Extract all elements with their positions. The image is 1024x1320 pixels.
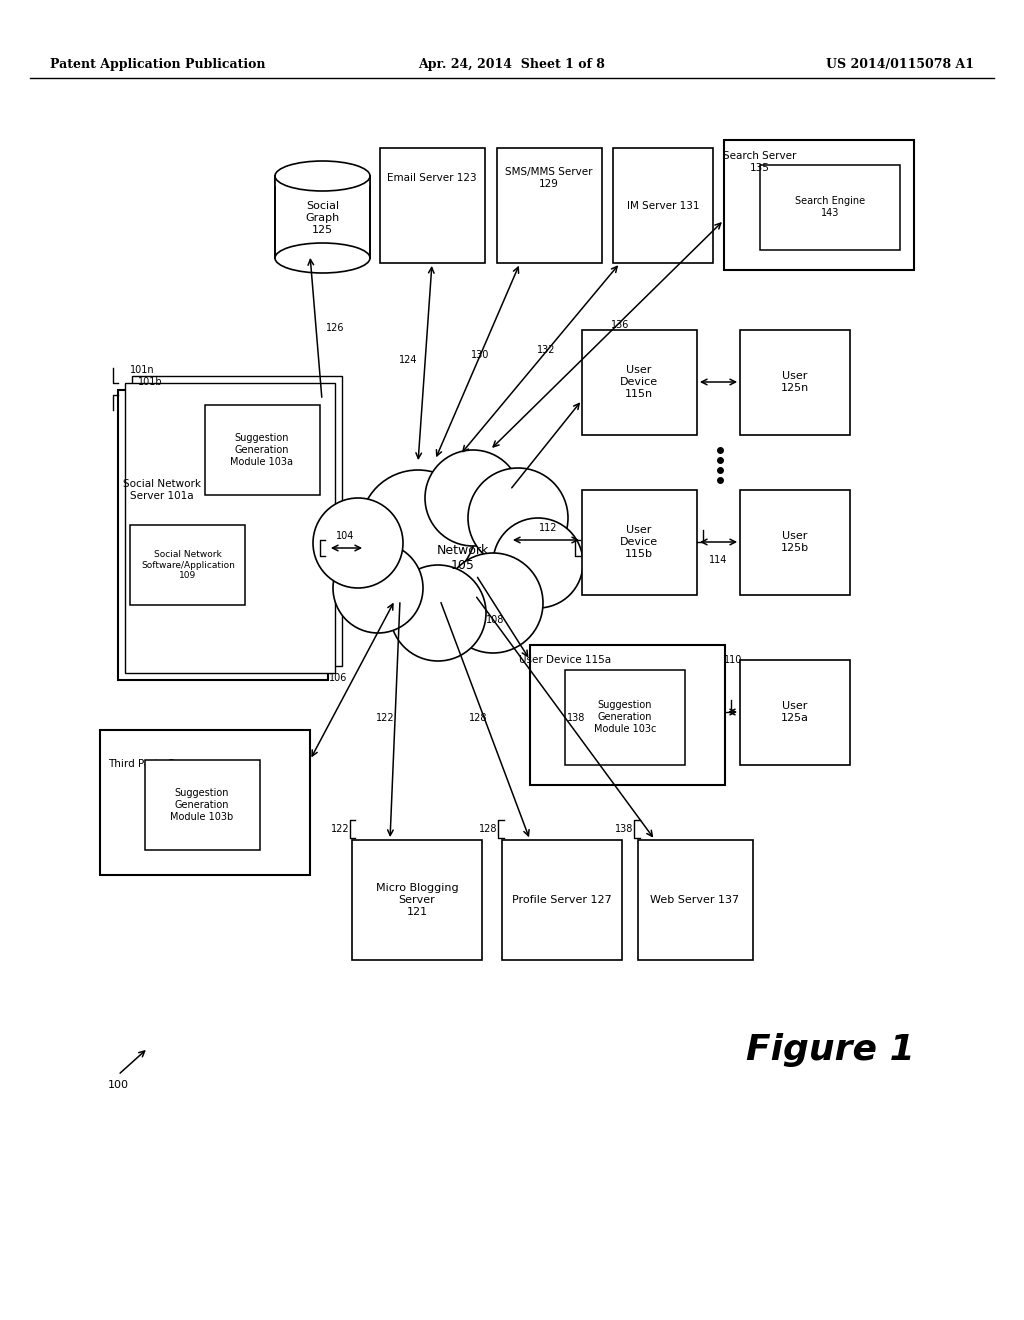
Text: 136: 136 xyxy=(610,319,629,330)
Text: 104: 104 xyxy=(336,531,354,541)
Ellipse shape xyxy=(275,243,370,273)
Text: Social Network
Software/Application
109: Social Network Software/Application 109 xyxy=(141,550,234,579)
Circle shape xyxy=(333,543,423,634)
Text: 101n: 101n xyxy=(130,366,155,375)
Bar xyxy=(502,840,622,960)
Bar xyxy=(613,148,713,263)
Text: Network
105: Network 105 xyxy=(437,544,489,572)
Text: Suggestion
Generation
Module 103a: Suggestion Generation Module 103a xyxy=(230,433,294,466)
Text: User
Device
115n: User Device 115n xyxy=(620,366,658,399)
Text: 122: 122 xyxy=(331,824,349,834)
Text: 106: 106 xyxy=(329,673,347,682)
Bar xyxy=(724,140,914,271)
Text: Social Network
Server 101a: Social Network Server 101a xyxy=(123,479,201,500)
Text: Apr. 24, 2014  Sheet 1 of 8: Apr. 24, 2014 Sheet 1 of 8 xyxy=(419,58,605,71)
Text: Email Server 123: Email Server 123 xyxy=(387,173,477,183)
Bar xyxy=(275,176,370,257)
Bar xyxy=(125,383,335,673)
Text: 128: 128 xyxy=(469,713,487,723)
Text: 128: 128 xyxy=(479,824,498,834)
Circle shape xyxy=(360,470,476,586)
Text: 114: 114 xyxy=(709,554,727,565)
Bar xyxy=(380,148,485,263)
Text: 100: 100 xyxy=(108,1080,129,1090)
Text: Search Engine
143: Search Engine 143 xyxy=(795,197,865,218)
Text: Third Party Server
107: Third Party Server 107 xyxy=(108,759,202,781)
Text: Suggestion
Generation
Module 103b: Suggestion Generation Module 103b xyxy=(170,788,233,821)
Bar xyxy=(740,660,850,766)
Text: 138: 138 xyxy=(567,713,585,723)
Bar xyxy=(740,330,850,436)
Bar xyxy=(530,645,725,785)
Text: 108: 108 xyxy=(485,615,504,624)
Bar xyxy=(118,389,328,680)
Text: User Device 115a: User Device 115a xyxy=(519,655,611,665)
Text: 124: 124 xyxy=(398,355,417,366)
Circle shape xyxy=(468,469,568,568)
Text: 132: 132 xyxy=(537,345,555,355)
Text: 126: 126 xyxy=(326,323,344,333)
Circle shape xyxy=(313,498,403,587)
Text: User
Device
115b: User Device 115b xyxy=(620,525,658,558)
Circle shape xyxy=(425,450,521,546)
Bar xyxy=(760,165,900,249)
Text: 122: 122 xyxy=(376,713,394,723)
Text: User
125b: User 125b xyxy=(781,531,809,553)
Text: 130: 130 xyxy=(471,350,489,360)
Text: Suggestion
Generation
Module 103c: Suggestion Generation Module 103c xyxy=(594,701,656,734)
Text: Micro Blogging
Server
121: Micro Blogging Server 121 xyxy=(376,883,459,916)
Bar xyxy=(100,730,310,875)
Circle shape xyxy=(390,565,486,661)
Bar xyxy=(132,376,342,667)
Bar xyxy=(638,840,753,960)
Text: User
125a: User 125a xyxy=(781,701,809,723)
Text: Patent Application Publication: Patent Application Publication xyxy=(50,58,265,71)
Text: User
125n: User 125n xyxy=(781,371,809,393)
Bar xyxy=(352,840,482,960)
Text: 110: 110 xyxy=(724,655,742,665)
Circle shape xyxy=(443,553,543,653)
Bar xyxy=(205,405,319,495)
Bar xyxy=(275,176,370,186)
Bar xyxy=(740,490,850,595)
Text: Figure 1: Figure 1 xyxy=(745,1034,914,1067)
Text: SMS/MMS Server
129: SMS/MMS Server 129 xyxy=(505,168,593,189)
Circle shape xyxy=(493,517,583,609)
Text: IM Server 131: IM Server 131 xyxy=(627,201,699,211)
Text: Search Server
135: Search Server 135 xyxy=(723,152,797,173)
Bar xyxy=(145,760,260,850)
Bar xyxy=(565,671,685,766)
Text: Social
Graph
125: Social Graph 125 xyxy=(305,202,340,235)
Bar xyxy=(582,490,697,595)
Text: US 2014/0115078 A1: US 2014/0115078 A1 xyxy=(826,58,974,71)
Text: Web Server 137: Web Server 137 xyxy=(650,895,739,906)
Text: 101b: 101b xyxy=(138,378,163,387)
Bar xyxy=(497,148,602,263)
Text: 138: 138 xyxy=(614,824,633,834)
Bar xyxy=(582,330,697,436)
Text: Profile Server 127: Profile Server 127 xyxy=(512,895,612,906)
Ellipse shape xyxy=(275,161,370,191)
Text: 112: 112 xyxy=(539,523,557,533)
Bar xyxy=(130,525,245,605)
